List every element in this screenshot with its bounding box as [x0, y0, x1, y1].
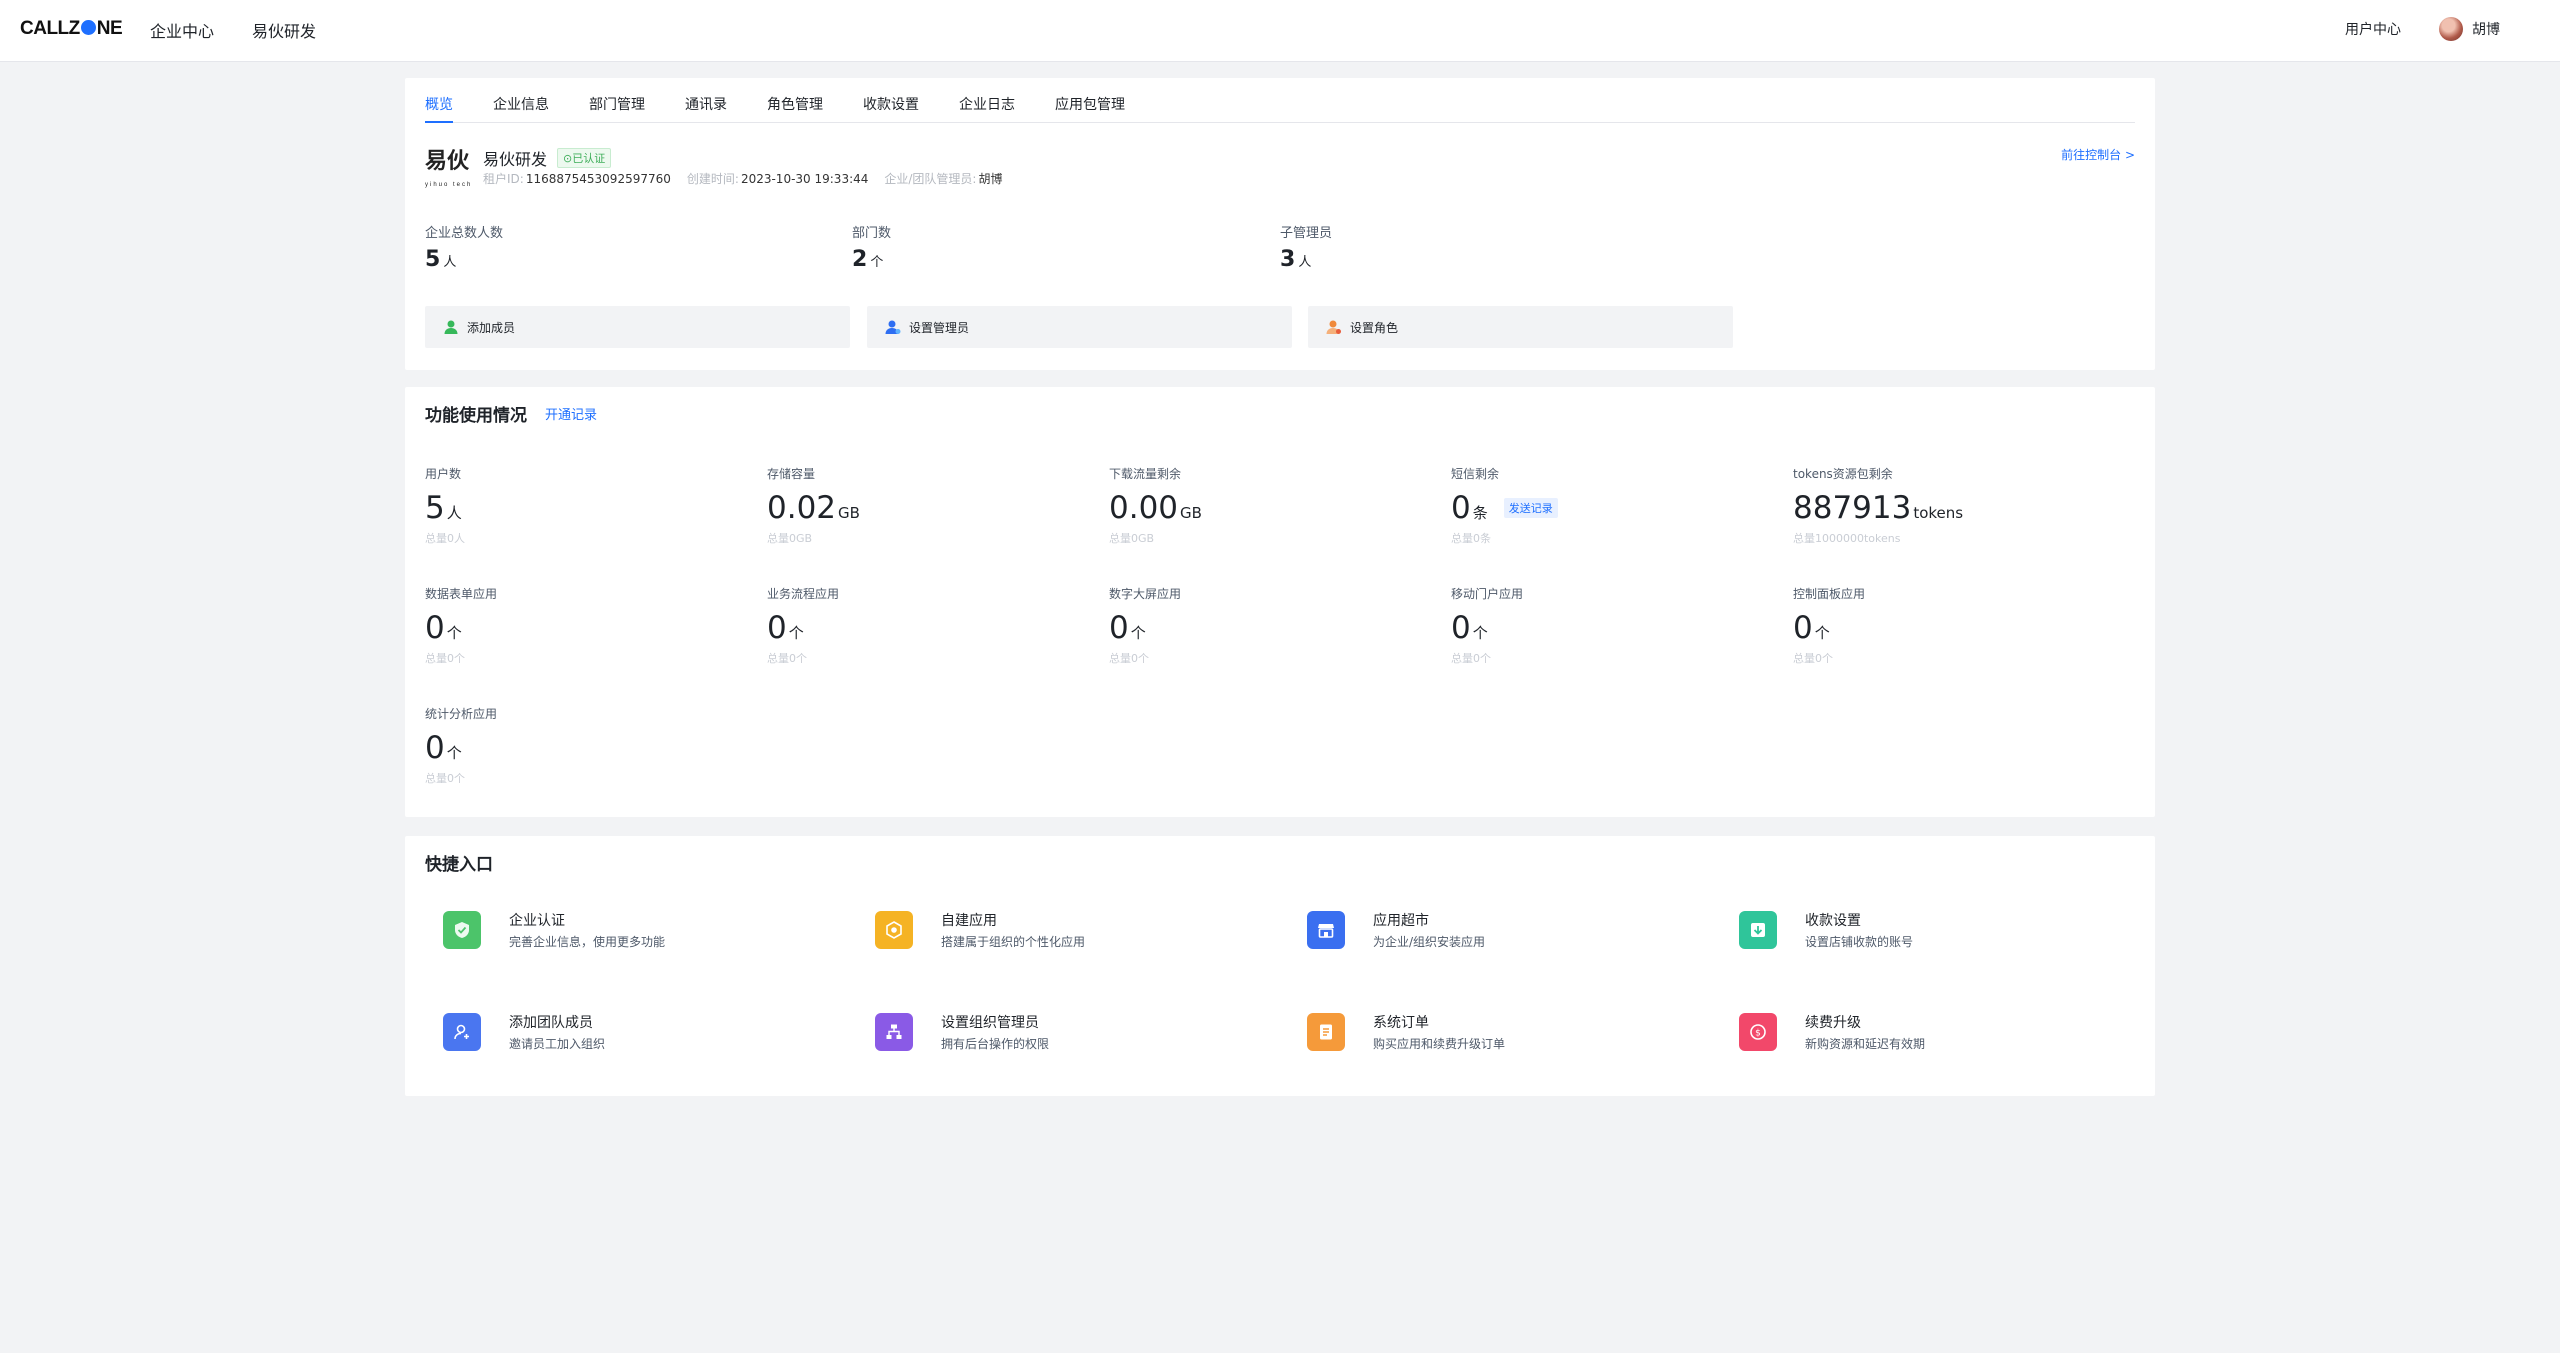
- tab-overview[interactable]: 概览: [425, 78, 453, 123]
- user-role-icon: [1326, 320, 1341, 334]
- metric-tokens: tokens资源包剩余 887913 tokens 总量1000000tokens: [1793, 467, 1964, 545]
- go-to-console-link[interactable]: 前往控制台 >: [2061, 148, 2135, 162]
- tab-contacts[interactable]: 通讯录: [685, 97, 727, 113]
- user-green-icon: [444, 320, 458, 334]
- enterprise-meta: 租户ID: 1168875453092597760 创建时间: 2023-10-30…: [483, 170, 1003, 187]
- shortcut-renew-upgrade[interactable]: $ 续费升级 新购资源和延迟有效期: [1739, 1012, 1925, 1052]
- avatar: [2439, 17, 2463, 41]
- callzone-logo[interactable]: CALLZ NE: [20, 18, 123, 39]
- top-nav: 企业中心 易伙研发: [150, 18, 316, 42]
- add-member-button[interactable]: 添加成员: [425, 306, 850, 348]
- tab-enterprise-info[interactable]: 企业信息: [493, 97, 549, 113]
- user-name: 胡博: [2472, 22, 2500, 38]
- shortcut-payment-settings[interactable]: 收款设置 设置店铺收款的账号: [1739, 910, 1913, 950]
- tab-payment[interactable]: 收款设置: [863, 97, 919, 113]
- shortcuts-title: 快捷入口: [425, 855, 493, 875]
- gear-hex-icon: [875, 911, 913, 949]
- top-right: 用户中心 胡博: [2345, 17, 2500, 41]
- tab-bar: 概览 企业信息 部门管理 通讯录 角色管理 收款设置 企业日志 应用包管理: [425, 78, 2135, 123]
- logo-o-mark: [80, 20, 96, 35]
- store-icon: [1307, 911, 1345, 949]
- tab-roles[interactable]: 角色管理: [767, 97, 823, 113]
- shortcuts-card: 快捷入口 企业认证 完善企业信息，使用更多功能 自建应用 搭建属于组织的个性化应用 …: [405, 836, 2155, 1096]
- org-chart-icon: [875, 1013, 913, 1051]
- nav-enterprise-center[interactable]: 企业中心: [150, 22, 215, 41]
- metric-download-traffic: 下载流量剩余 0.00 GB 总量0GB: [1109, 467, 1202, 545]
- shortcut-system-orders[interactable]: 系统订单 购买应用和续费升级订单: [1307, 1012, 1505, 1052]
- nav-enterprise-name[interactable]: 易伙研发: [252, 22, 317, 41]
- activation-records-link[interactable]: 开通记录: [545, 408, 598, 423]
- tab-logs[interactable]: 企业日志: [959, 97, 1015, 113]
- shortcut-custom-app[interactable]: 自建应用 搭建属于组织的个性化应用: [875, 910, 1085, 950]
- user-admin-icon: [885, 320, 901, 334]
- created-time: 创建时间: 2023-10-30 19:33:44: [686, 172, 869, 186]
- enterprise-logo: 易伙 yihuo tech: [425, 148, 473, 188]
- tenant-id: 租户ID: 1168875453092597760: [483, 172, 671, 186]
- usage-header: 功能使用情况 开通记录: [425, 401, 597, 426]
- user-center-link[interactable]: 用户中心: [2345, 22, 2401, 38]
- download-box-icon: [1739, 911, 1777, 949]
- enterprise-name: 易伙研发: [483, 150, 548, 169]
- top-navbar: CALLZ NE 企业中心 易伙研发 用户中心 胡博: [0, 0, 2560, 62]
- renew-coin-icon: $: [1739, 1013, 1777, 1051]
- shortcut-enterprise-cert[interactable]: 企业认证 完善企业信息，使用更多功能: [443, 910, 665, 950]
- metric-sms: 短信剩余 0 条发送记录 总量0条: [1451, 465, 1751, 546]
- tab-department[interactable]: 部门管理: [589, 97, 645, 113]
- set-role-button[interactable]: 设置角色: [1308, 306, 1733, 348]
- overview-card: 概览 企业信息 部门管理 通讯录 角色管理 收款设置 企业日志 应用包管理 易伙…: [405, 78, 2155, 370]
- svg-text:$: $: [1755, 1029, 1761, 1039]
- metric-storage: 存储容量 0.02 GB 总量0GB: [767, 467, 860, 545]
- shortcut-add-team-member[interactable]: 添加团队成员 邀请员工加入组织: [443, 1012, 605, 1052]
- add-user-icon: [443, 1013, 481, 1051]
- order-list-icon: [1307, 1013, 1345, 1051]
- verified-badge: ⊙已认证: [557, 148, 612, 168]
- shortcut-app-market[interactable]: 应用超市 为企业/组织安装应用: [1307, 910, 1485, 950]
- user-menu[interactable]: 胡博: [2439, 17, 2500, 41]
- shortcut-set-org-admin[interactable]: 设置组织管理员 拥有后台操作的权限: [875, 1012, 1049, 1052]
- set-admin-button[interactable]: 设置管理员: [867, 306, 1292, 348]
- enterprise-admin: 企业/团队管理员: 胡博: [884, 172, 1003, 186]
- usage-title: 功能使用情况: [425, 406, 527, 426]
- shield-check-icon: [443, 911, 481, 949]
- sms-records-link[interactable]: 发送记录: [1503, 498, 1558, 518]
- enterprise-name-row: 易伙研发 ⊙已认证: [483, 146, 612, 170]
- tab-app-packages[interactable]: 应用包管理: [1055, 97, 1125, 113]
